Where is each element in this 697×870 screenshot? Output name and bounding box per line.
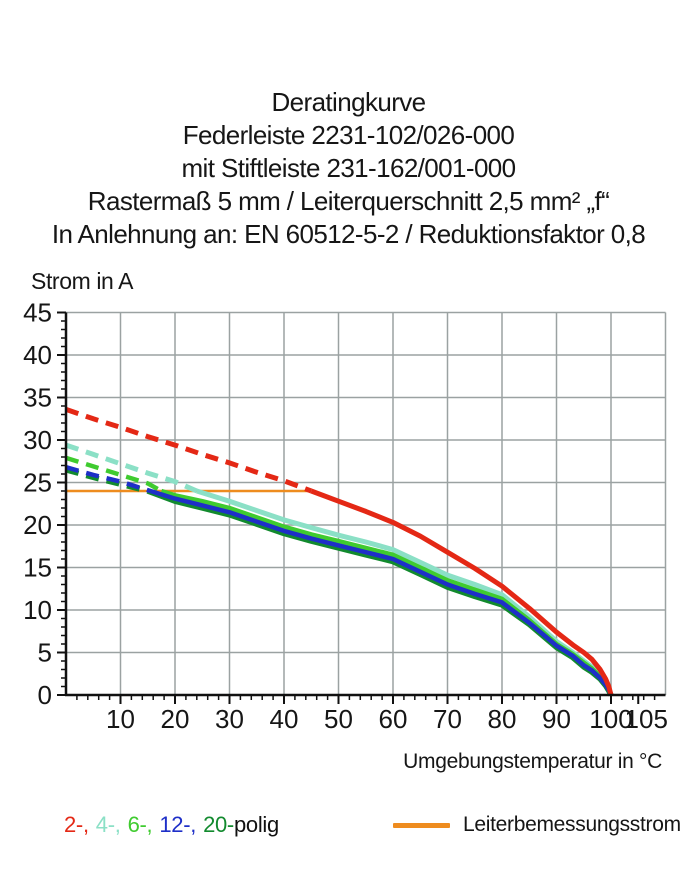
y-tick-label: 45 — [23, 298, 52, 328]
curve-12-polig-solid — [149, 488, 614, 696]
legend-reference: Leiterbemessungsstrom — [393, 813, 681, 837]
x-tick-label: 30 — [215, 704, 244, 734]
reference-line-swatch — [393, 822, 450, 828]
y-tick-label: 30 — [23, 425, 52, 455]
y-tick-label: 25 — [23, 468, 52, 498]
y-tick-label: 20 — [23, 510, 52, 540]
curve-6-polig-dashed — [65, 455, 163, 493]
chart-title-block: Deratingkurve Federleiste 2231-102/026-0… — [0, 86, 697, 251]
legend-6-polig: 6-, — [127, 812, 153, 837]
curve-20-polig-solid — [146, 488, 614, 697]
legend-polig-suffix: polig — [233, 812, 279, 837]
curve-12-polig-dashed — [65, 465, 152, 494]
x-tick-label: 100 — [589, 704, 632, 734]
legend-4-polig: 4-, — [95, 812, 121, 837]
legend-2-polig: 2-, — [64, 812, 89, 837]
x-tick-label: 105 — [625, 704, 668, 734]
x-axis-label: Umgebungstemperatur in °C — [403, 750, 662, 773]
x-tick-label: 90 — [542, 704, 571, 734]
legend-20-polig: 20- — [203, 812, 234, 837]
title-line-5: In Anlehnung an: EN 60512-5-2 / Reduktio… — [51, 219, 646, 249]
curve-2-polig-dashed — [65, 407, 313, 494]
legend-12-polig: 12-, — [159, 812, 197, 837]
x-tick-label: 40 — [270, 704, 299, 734]
derating-chart: 0 5 10 15 20 25 30 35 40 45 10 20 30 40 50 60 70 80 90 1001… — [23, 298, 668, 735]
title-line-2: Federleiste 2231-102/026-000 — [182, 120, 515, 150]
curve-2-polig-solid — [310, 488, 614, 696]
y-tick-label: 10 — [23, 595, 52, 625]
reference-line-label: Leiterbemessungsstrom — [463, 813, 681, 836]
title-line-3: mit Stiftleiste 231-162/001-000 — [181, 153, 516, 183]
y-axis-label: Strom in A — [31, 268, 134, 294]
y-tick-label: 0 — [38, 680, 52, 710]
x-tick-label: 80 — [488, 704, 517, 734]
x-tick-label: 20 — [161, 704, 190, 734]
y-tick-label: 15 — [23, 553, 52, 583]
title-line-4: Rastermaß 5 mm / Leiterquerschnitt 2,5 m… — [87, 186, 610, 216]
title-line-1: Deratingkurve — [271, 87, 426, 117]
x-tick-label: 60 — [379, 704, 408, 734]
x-tick-label: 70 — [433, 704, 462, 734]
y-tick-label: 40 — [23, 340, 52, 370]
x-tick-label: 10 — [106, 704, 135, 734]
x-tick-label: 50 — [324, 704, 353, 734]
y-tick-label: 5 — [38, 638, 52, 668]
legend-pole-counts: 2-, 4-, 6-, 12-, 20-polig — [64, 812, 279, 838]
curve-4-polig-dashed — [65, 442, 198, 494]
y-tick-label: 35 — [23, 383, 52, 413]
